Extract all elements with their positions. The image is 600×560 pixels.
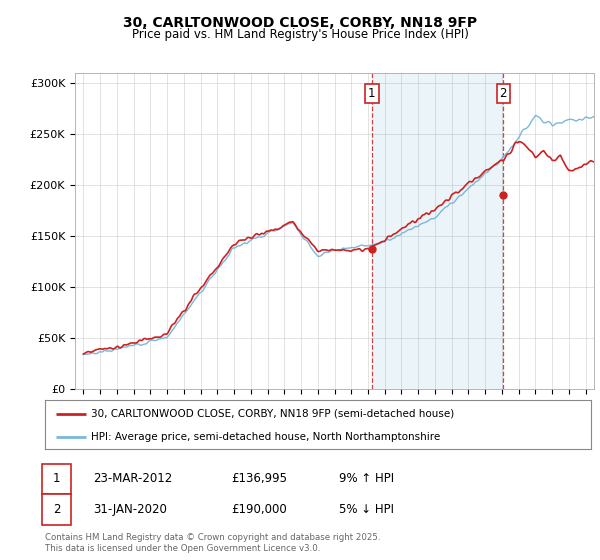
Text: 5% ↓ HPI: 5% ↓ HPI — [339, 503, 394, 516]
Text: £190,000: £190,000 — [231, 503, 287, 516]
Text: 2: 2 — [53, 503, 60, 516]
Text: £136,995: £136,995 — [231, 472, 287, 486]
Text: 1: 1 — [368, 87, 376, 100]
Text: 9% ↑ HPI: 9% ↑ HPI — [339, 472, 394, 486]
Text: 30, CARLTONWOOD CLOSE, CORBY, NN18 9FP (semi-detached house): 30, CARLTONWOOD CLOSE, CORBY, NN18 9FP (… — [91, 409, 455, 419]
Text: Contains HM Land Registry data © Crown copyright and database right 2025.
This d: Contains HM Land Registry data © Crown c… — [45, 533, 380, 553]
Text: 2: 2 — [500, 87, 507, 100]
Text: 23-MAR-2012: 23-MAR-2012 — [93, 472, 172, 486]
Text: HPI: Average price, semi-detached house, North Northamptonshire: HPI: Average price, semi-detached house,… — [91, 432, 440, 442]
Text: 1: 1 — [53, 472, 60, 486]
Text: 31-JAN-2020: 31-JAN-2020 — [93, 503, 167, 516]
Bar — [372, 73, 503, 389]
Text: 30, CARLTONWOOD CLOSE, CORBY, NN18 9FP: 30, CARLTONWOOD CLOSE, CORBY, NN18 9FP — [123, 16, 477, 30]
Text: Price paid vs. HM Land Registry's House Price Index (HPI): Price paid vs. HM Land Registry's House … — [131, 28, 469, 41]
